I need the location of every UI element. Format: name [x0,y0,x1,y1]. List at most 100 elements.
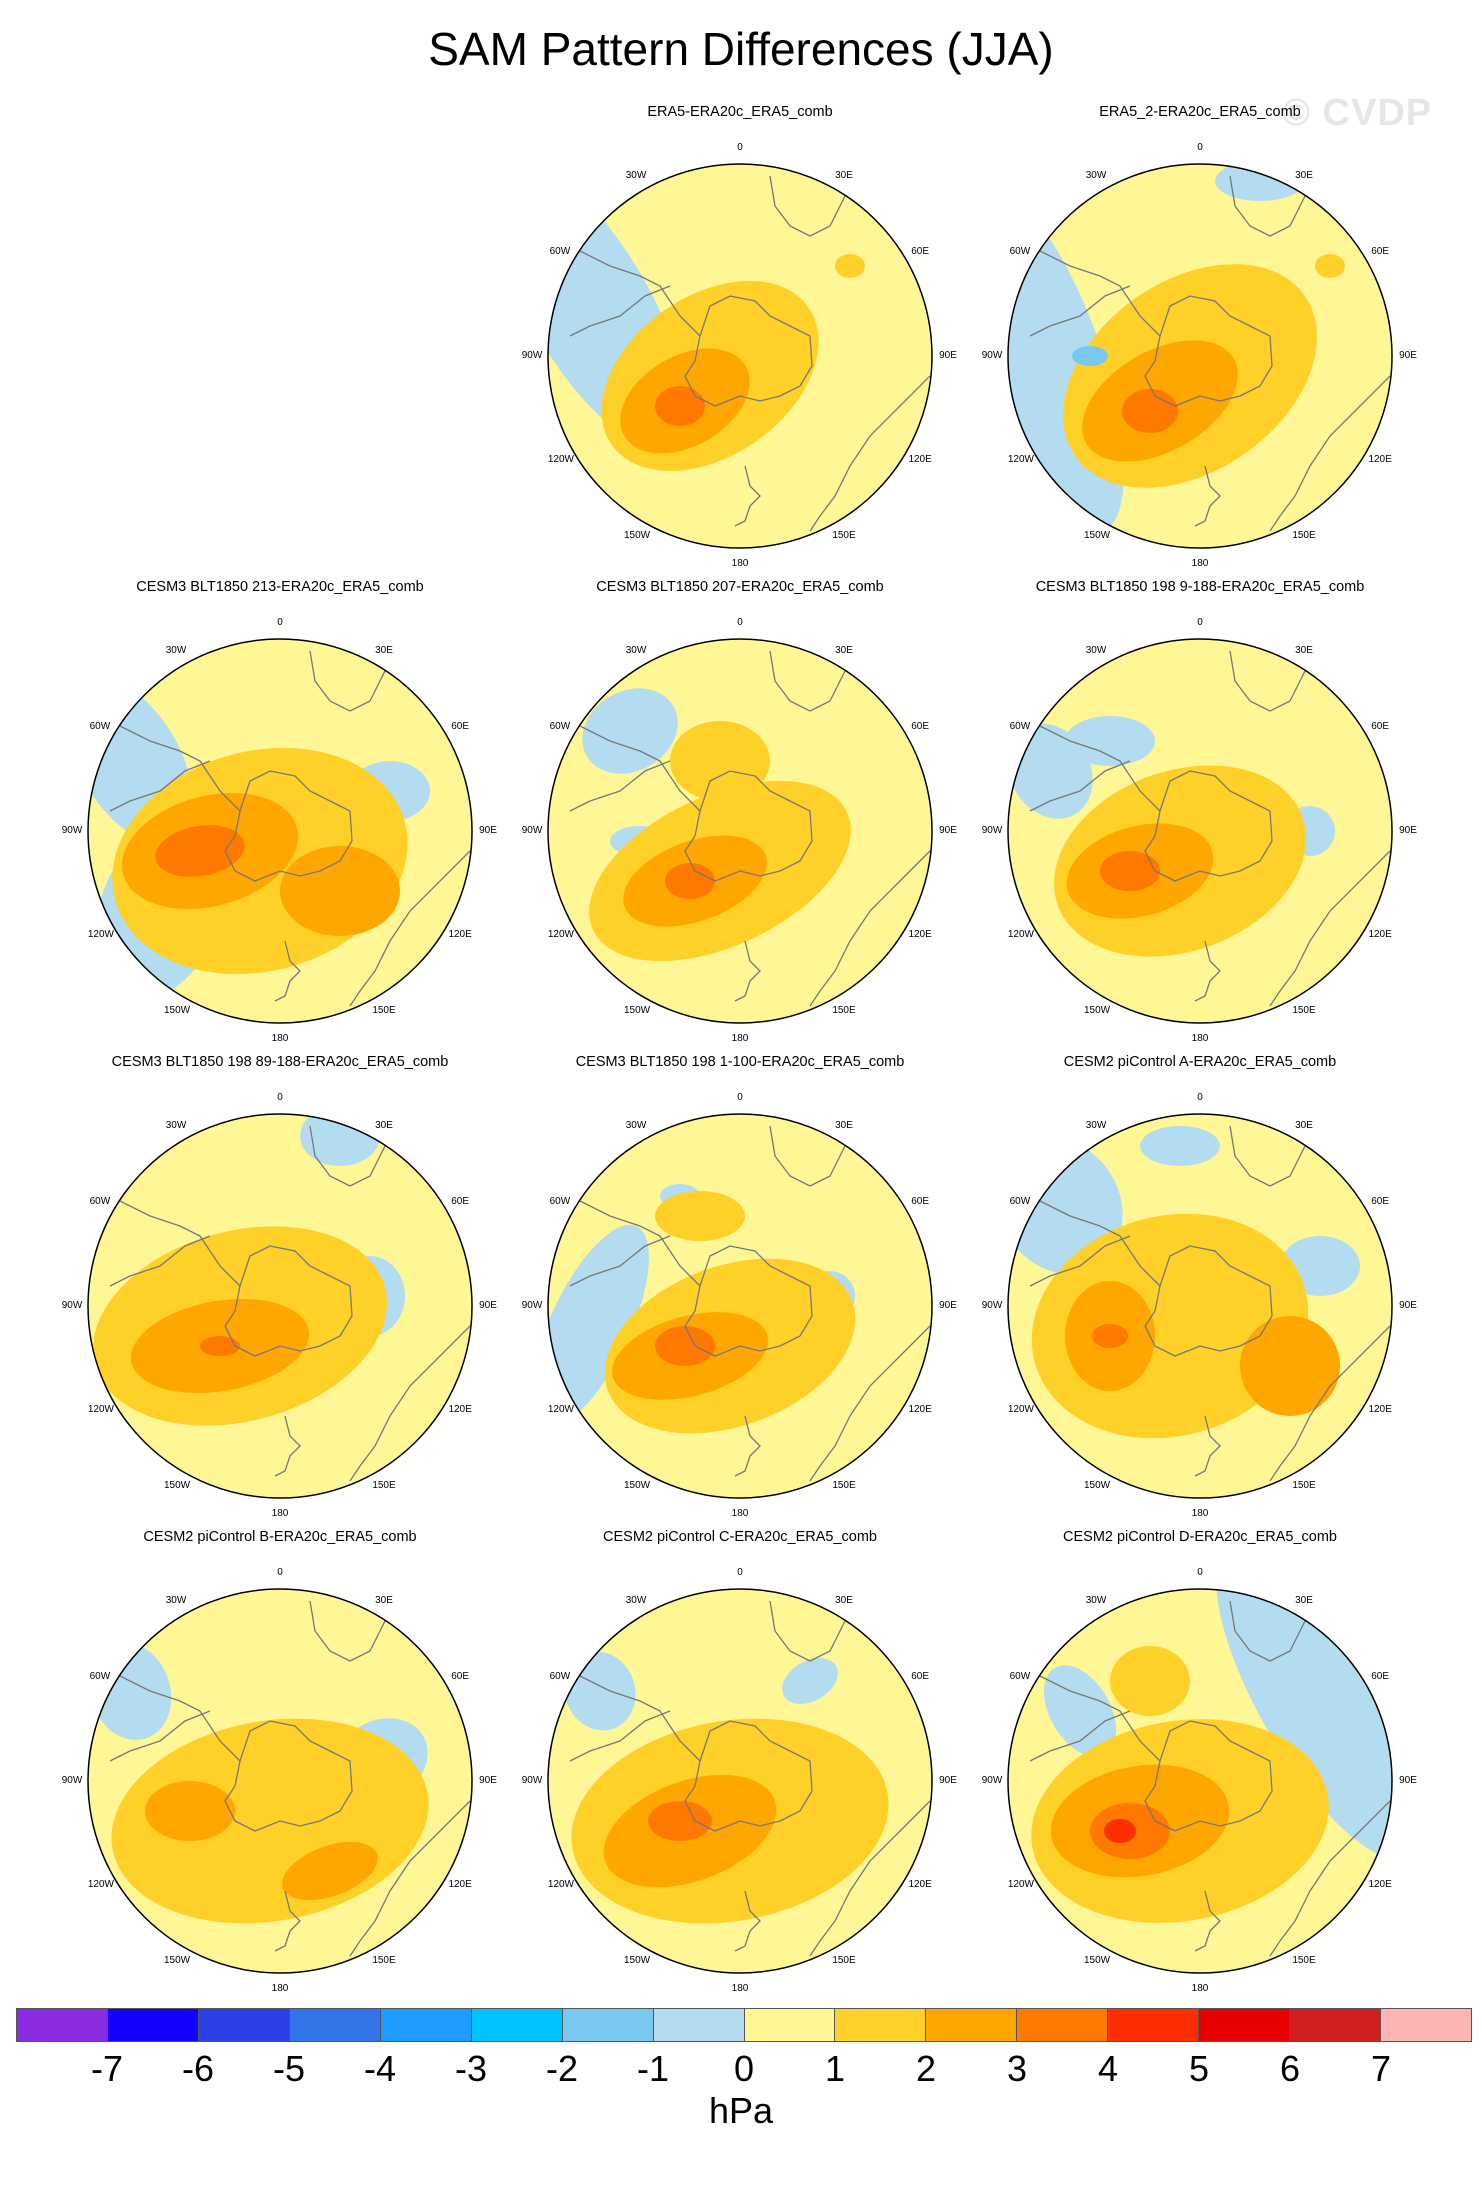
colorbar-tick-label: -7 [90,2048,123,2089]
coastline [274,1415,301,1477]
longitude-label: 180 [731,1033,749,1044]
longitude-label: 180 [731,1983,749,1994]
coastline [349,1325,471,1482]
coastline [734,1415,761,1477]
longitude-label: 150W [624,1955,651,1967]
coastline [734,940,761,1002]
longitude-label: 150W [1084,1005,1111,1017]
longitude-label: 150W [1084,1955,1111,1967]
contour-region [655,1191,745,1241]
contour-region [665,863,715,899]
coastline [769,650,851,712]
map-border [1007,1588,1393,1974]
longitude-label: 30E [1295,644,1313,656]
longitude-label: 150W [164,1005,191,1017]
polar-map [1007,1588,1393,1974]
map-border [547,163,933,549]
longitude-label: 90W [61,1300,83,1311]
longitude-label: 90W [521,825,543,836]
map-border [1007,638,1393,1024]
coastline [224,770,353,882]
contour-region [200,1336,240,1356]
colorbar-box [471,2009,563,2041]
longitude-label: 90W [521,1300,543,1311]
coastline [1229,1125,1311,1187]
polar-map [1007,638,1393,1024]
contour-region [655,386,705,426]
polar-map [547,163,933,549]
coastline [1194,465,1221,527]
coastline [1229,1600,1311,1662]
longitude-label: 60W [1009,1196,1031,1207]
coastline [769,175,851,237]
coastline [1194,1890,1221,1952]
colorbar-box [1017,2009,1109,2041]
longitude-label: 60E [1371,246,1390,257]
colorbar-tick-label: 2 [915,2048,937,2089]
map-border [1007,1113,1393,1499]
longitude-label: 30E [835,644,853,656]
coastline [769,1125,851,1187]
coastline [1144,295,1273,407]
contour-region [1043,1665,1117,1757]
longitude-label: 180 [271,1983,289,1994]
colorbar-tick-label: -2 [545,2048,578,2089]
contour-region [582,688,678,774]
longitude-label: 150W [624,1480,651,1492]
longitude-label: 60E [451,1671,470,1682]
coastline [309,650,391,712]
figure-title: SAM Pattern Differences (JJA) [428,23,1054,75]
colorbar [16,2008,1472,2042]
colorbar-box [17,2009,108,2041]
coastline [349,1800,471,1957]
longitude-label: 0 [1197,617,1203,628]
longitude-label: 120W [87,1879,114,1890]
map-panel: CESM2 piControl C-ERA20c_ERA5_comb 0 30E 60… [505,1529,975,2007]
contour-region [1065,716,1155,766]
map-panel: CESM3 BLT1850 213-ERA20c_ERA5_comb 0 30E 60… [45,579,515,1057]
colorbar-box [1108,2009,1200,2041]
longitude-label: 60W [549,1196,571,1207]
coastline [109,760,211,812]
longitude-label: 180 [271,1508,289,1519]
colorbar-tick-label: -1 [636,2048,669,2089]
longitude-label: 0 [737,1567,743,1578]
longitude-label: 30E [1295,1594,1313,1606]
longitude-label: 60W [549,1671,571,1682]
longitude-label: 90W [981,1300,1003,1311]
contour-region [1140,1126,1220,1166]
panel-title: CESM2 piControl A-ERA20c_ERA5_comb [1063,1054,1337,1070]
longitude-label: 90E [479,1775,497,1786]
contour-region [280,846,400,936]
longitude-label: 90E [939,1300,957,1311]
longitude-label: 60E [911,1196,930,1207]
contour-region [1122,389,1178,433]
longitude-label: 0 [1197,142,1203,153]
longitude-label: 150E [1292,1480,1316,1492]
longitude-label: 30E [1295,1119,1313,1131]
longitude-label: 150E [1292,530,1316,542]
longitude-label: 60E [451,1196,470,1207]
longitude-label: 150W [1084,1480,1111,1492]
longitude-label: 0 [277,617,283,628]
longitude-label: 120W [1007,929,1034,940]
longitude-label: 150E [832,530,856,542]
longitude-label: 120E [908,929,932,940]
longitude-label: 30W [625,644,647,656]
panel-title: CESM3 BLT1850 207-ERA20c_ERA5_comb [596,579,884,595]
longitude-label: 30W [165,1594,187,1606]
panel-title: CESM3 BLT1850 198 1-100-ERA20c_ERA5_comb [575,1054,905,1070]
longitude-label: 90W [61,825,83,836]
map-panel: CESM3 BLT1850 198 89-188-ERA20c_ERA5_com… [45,1054,515,1532]
longitude-label: 60E [1371,721,1390,732]
coastline [1229,175,1311,237]
longitude-label: 30W [165,644,187,656]
longitude-label: 90W [981,825,1003,836]
longitude-label: 30W [625,169,647,181]
longitude-label: 120W [87,1404,114,1415]
coastline [224,1720,353,1832]
longitude-label: 90E [479,825,497,836]
longitude-label: 150E [372,1480,396,1492]
map-border [87,638,473,1024]
longitude-label: 30E [835,1594,853,1606]
